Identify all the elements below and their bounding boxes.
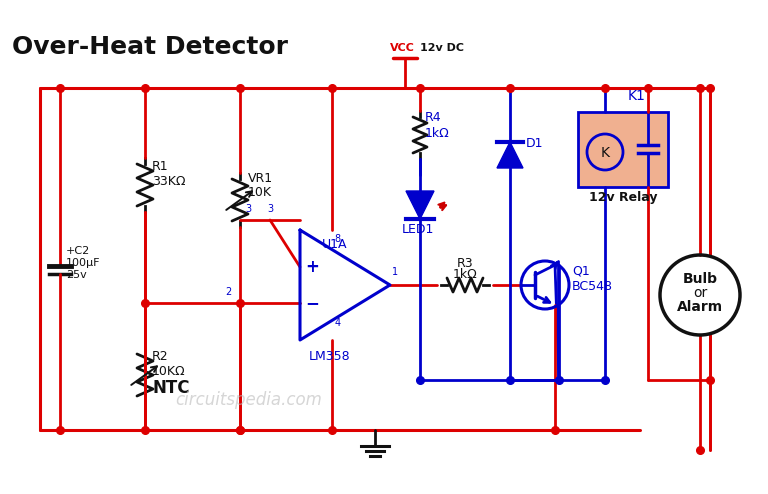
Polygon shape [406,191,434,219]
Text: or: or [693,286,707,300]
Text: 100μF: 100μF [66,258,101,268]
Text: NTC: NTC [152,379,190,397]
Text: +C2: +C2 [66,246,91,256]
Text: +: + [305,258,319,276]
Text: 3: 3 [267,204,273,214]
Text: 10K: 10K [248,186,272,199]
Text: 1kΩ: 1kΩ [452,268,478,281]
Text: K1: K1 [627,89,645,103]
Text: K: K [601,146,610,160]
Text: 2: 2 [225,287,231,297]
Text: R4: R4 [425,111,442,124]
Polygon shape [497,142,523,168]
Text: 1: 1 [392,267,398,277]
Text: Q1: Q1 [572,265,590,278]
Text: 4: 4 [335,318,341,328]
Text: 12v Relay: 12v Relay [589,191,657,204]
Text: 10KΩ: 10KΩ [152,365,186,378]
Text: Bulb: Bulb [683,272,717,286]
Text: R3: R3 [457,257,473,270]
Text: 33KΩ: 33KΩ [152,175,186,188]
Text: 1kΩ: 1kΩ [425,127,450,140]
Text: R1: R1 [152,160,169,173]
Text: Over-Heat Detector: Over-Heat Detector [12,35,288,59]
Text: Alarm: Alarm [677,300,723,314]
Text: 12v DC: 12v DC [420,43,464,53]
Text: LM358: LM358 [310,350,351,363]
Text: 25v: 25v [66,270,87,280]
Text: circuitspedia.com: circuitspedia.com [175,391,322,409]
Text: BC548: BC548 [572,280,613,293]
Text: 8: 8 [335,234,341,244]
FancyBboxPatch shape [578,112,668,187]
Text: LED1: LED1 [402,223,435,236]
Text: R2: R2 [152,350,169,363]
Text: D1: D1 [526,137,544,150]
Text: VR1: VR1 [248,172,273,185]
Text: U1A: U1A [323,238,348,251]
Text: 3: 3 [245,204,251,214]
Text: −: − [305,294,319,312]
Text: VCC: VCC [389,43,415,53]
